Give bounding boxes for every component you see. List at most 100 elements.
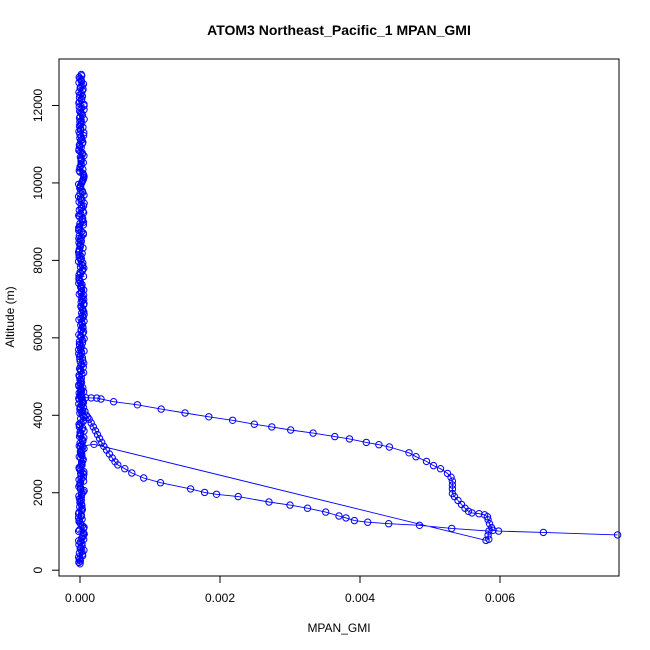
- series-layer: [74, 70, 622, 568]
- x-tick-label: 0.004: [345, 591, 375, 605]
- data-point: [76, 560, 84, 568]
- y-axis-label: Altitude (m): [3, 286, 17, 347]
- data-point: [74, 514, 83, 522]
- y-tick-label: 12000: [31, 88, 45, 122]
- data-point: [156, 479, 165, 487]
- plot-frame: [58, 58, 620, 577]
- data-point: [482, 536, 490, 545]
- data-point: [385, 520, 393, 528]
- data-point: [200, 488, 209, 497]
- data-point: [78, 435, 86, 443]
- data-point: [436, 465, 445, 473]
- data-point: [93, 394, 101, 402]
- data-point: [80, 129, 88, 137]
- data-point: [140, 474, 148, 482]
- data-point: [448, 524, 456, 533]
- y-tick-label: 4000: [31, 402, 45, 429]
- x-tick-label: 0.006: [485, 591, 515, 605]
- data-point: [448, 481, 457, 489]
- y-tick-label: 0: [31, 567, 45, 574]
- data-point: [286, 501, 294, 509]
- data-point: [364, 518, 372, 526]
- data-point: [375, 441, 383, 449]
- data-point: [91, 427, 100, 435]
- chart-title: ATOM3 Northeast_Pacific_1 MPAN_GMI: [207, 22, 471, 38]
- data-point: [89, 423, 98, 431]
- data-point: [448, 489, 457, 498]
- data-point: [90, 440, 98, 448]
- data-point: [362, 438, 370, 447]
- data-point: [121, 465, 129, 473]
- data-point: [76, 557, 85, 565]
- data-point: [385, 443, 394, 451]
- data-point: [475, 510, 483, 518]
- y-tick-label: 8000: [31, 247, 45, 274]
- data-point: [485, 520, 494, 528]
- data-point: [228, 416, 237, 424]
- data-point: [114, 461, 122, 469]
- data-point: [74, 248, 83, 256]
- y-axis: 0 2000 4000 6000 8000 10000 12000: [31, 88, 60, 574]
- data-point: [109, 398, 118, 406]
- data-point: [234, 492, 242, 501]
- data-point: [485, 527, 493, 535]
- data-point: [186, 485, 195, 493]
- data-point: [75, 553, 83, 561]
- data-point: [98, 438, 106, 447]
- series-line: [80, 384, 618, 536]
- data-point: [97, 395, 105, 403]
- x-axis: 0.000 0.002 0.004 0.006: [65, 575, 515, 605]
- series-3: [74, 70, 88, 568]
- series-1: [77, 380, 622, 539]
- data-point: [76, 219, 84, 228]
- data-point: [157, 405, 165, 413]
- data-point: [87, 394, 95, 402]
- data-point: [448, 485, 457, 493]
- data-point: [443, 469, 452, 478]
- x-tick-label: 0.000: [65, 591, 95, 605]
- data-point: [268, 423, 276, 431]
- data-point: [265, 498, 273, 506]
- y-tick-label: 10000: [31, 166, 45, 200]
- data-point: [613, 531, 622, 539]
- data-point: [181, 409, 189, 417]
- data-point: [87, 419, 95, 427]
- data-point: [95, 434, 104, 443]
- series-2: [77, 380, 493, 545]
- data-point: [128, 469, 136, 477]
- data-point: [539, 528, 548, 537]
- data-point: [350, 516, 359, 525]
- data-point: [468, 509, 476, 517]
- data-point: [77, 116, 85, 125]
- data-point: [287, 426, 295, 434]
- data-point: [322, 508, 330, 516]
- data-point: [448, 477, 457, 485]
- data-point: [77, 157, 85, 165]
- data-point: [77, 390, 85, 399]
- data-point: [78, 501, 86, 510]
- data-point: [205, 413, 213, 421]
- data-point: [415, 521, 424, 529]
- data-point: [76, 481, 84, 489]
- data-point: [405, 449, 413, 457]
- data-point: [309, 429, 317, 437]
- data-point: [494, 527, 503, 535]
- y-tick-label: 2000: [31, 479, 45, 506]
- data-point: [78, 320, 87, 328]
- data-point: [75, 271, 83, 279]
- data-point: [75, 556, 84, 564]
- data-point: [75, 558, 83, 567]
- data-point: [250, 420, 259, 428]
- data-point: [484, 531, 492, 539]
- data-point: [345, 435, 354, 443]
- data-point: [429, 461, 438, 470]
- data-point: [79, 218, 88, 226]
- x-axis-label: MPAN_GMI: [307, 621, 370, 635]
- x-tick-label: 0.002: [205, 591, 235, 605]
- data-point: [77, 374, 86, 382]
- data-point: [422, 457, 431, 466]
- data-point: [335, 512, 343, 520]
- data-point: [80, 308, 88, 316]
- data-point: [133, 401, 142, 409]
